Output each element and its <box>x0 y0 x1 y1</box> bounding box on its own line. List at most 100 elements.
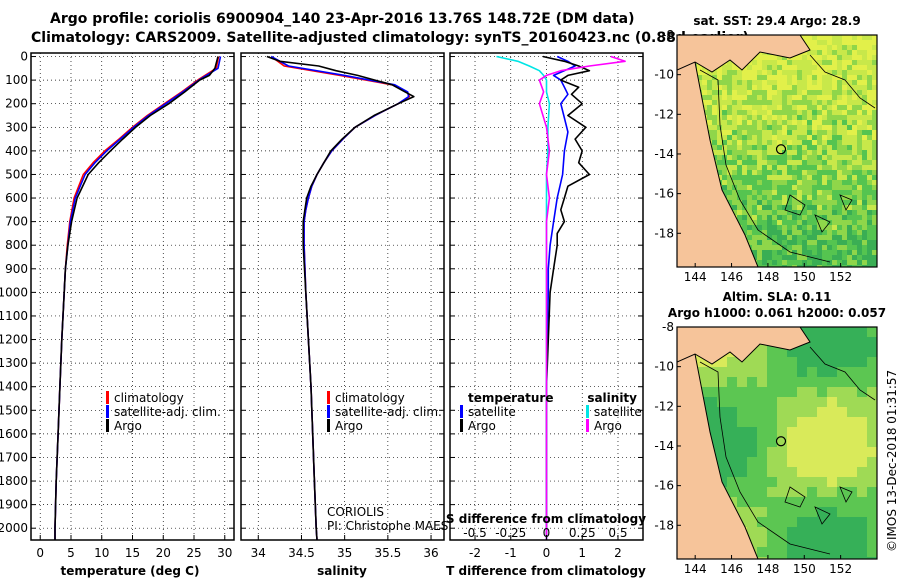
map-cell <box>832 120 838 126</box>
map-cell <box>787 265 793 267</box>
map-cell <box>772 170 778 176</box>
map-cell <box>867 547 877 558</box>
map-cell <box>827 175 833 181</box>
map-cell <box>857 357 868 368</box>
map-cell <box>827 235 833 241</box>
map-cell <box>832 185 838 191</box>
map-cell <box>817 245 823 251</box>
map-cell <box>722 115 728 121</box>
map-cell <box>857 337 868 348</box>
map-cell <box>757 120 763 126</box>
map-cell <box>837 165 843 171</box>
map-cell <box>767 457 778 468</box>
map-cell <box>767 160 773 166</box>
map-cell <box>832 75 838 81</box>
map-cell <box>752 200 758 206</box>
map-cell <box>807 477 818 488</box>
map-cell <box>727 70 733 76</box>
map-cell <box>867 140 873 146</box>
map-cell <box>842 230 848 236</box>
map-cell <box>827 160 833 166</box>
map-cell <box>767 477 778 488</box>
map-cell <box>857 507 868 518</box>
map-cell <box>837 135 843 141</box>
map-cell <box>852 45 858 51</box>
map-cell <box>797 100 803 106</box>
map-cell <box>767 165 773 171</box>
map-cell <box>782 165 788 171</box>
map-cell <box>822 175 828 181</box>
map-cell <box>767 215 773 221</box>
map-cell <box>822 90 828 96</box>
map-cell <box>807 190 813 196</box>
map-cell <box>857 265 863 267</box>
land-australia <box>677 62 758 267</box>
map-cell <box>862 105 868 111</box>
map-cell <box>852 210 858 216</box>
map-cell <box>867 537 877 548</box>
map-cell <box>777 387 788 398</box>
map-cell <box>777 205 783 211</box>
map-cell <box>747 220 753 226</box>
map-cell <box>827 557 838 559</box>
map-cell <box>782 190 788 196</box>
map-cell <box>727 100 733 106</box>
map-cell <box>832 240 838 246</box>
map-cell <box>792 255 798 261</box>
map-cell <box>782 160 788 166</box>
map-cell <box>827 110 833 116</box>
map-cell <box>802 180 808 186</box>
map-cell <box>742 155 748 161</box>
map-cell <box>802 115 808 121</box>
map-cell <box>827 327 838 338</box>
map-cell <box>832 165 838 171</box>
map-cell <box>767 170 773 176</box>
map-cell <box>857 185 863 191</box>
map-cell <box>797 120 803 126</box>
depth-tick-label: 1000 <box>0 285 28 299</box>
map-cell <box>817 115 823 121</box>
map-cell <box>842 220 848 226</box>
map-cell <box>872 135 877 141</box>
map-cell <box>772 120 778 126</box>
map-cell <box>777 547 788 558</box>
map-cell <box>837 115 843 121</box>
map-cell <box>837 547 848 558</box>
map-cell <box>817 175 823 181</box>
map-cell <box>832 100 838 106</box>
map-cell <box>737 447 748 458</box>
map-cell <box>832 200 838 206</box>
map-cell <box>802 220 808 226</box>
map-cell <box>807 497 818 508</box>
map-cell <box>857 110 863 116</box>
map-cell <box>862 140 868 146</box>
map-cell <box>787 150 793 156</box>
map-cell <box>812 200 818 206</box>
map-cell <box>707 120 713 126</box>
map-cell <box>777 417 788 428</box>
map-cell <box>872 250 877 256</box>
map-cell <box>757 487 768 498</box>
map-y-tick-label: -8 <box>662 320 674 334</box>
map-cell <box>787 120 793 126</box>
map-cell <box>777 210 783 216</box>
map-cell <box>757 170 763 176</box>
map-cell <box>847 70 853 76</box>
map-cell <box>857 367 868 378</box>
map-cell <box>842 105 848 111</box>
map-cell <box>857 85 863 91</box>
map-cell <box>857 537 868 548</box>
map-cell <box>807 205 813 211</box>
map-cell <box>812 35 818 41</box>
map-cell <box>707 115 713 121</box>
map-cell <box>817 135 823 141</box>
map-cell <box>837 65 843 71</box>
map-cell <box>867 367 877 378</box>
map-cell <box>777 245 783 251</box>
map-cell <box>757 447 768 458</box>
map-cell <box>717 140 723 146</box>
map-cell <box>772 210 778 216</box>
map-cell <box>757 507 768 518</box>
map-cell <box>837 407 848 418</box>
map-cell <box>742 125 748 131</box>
